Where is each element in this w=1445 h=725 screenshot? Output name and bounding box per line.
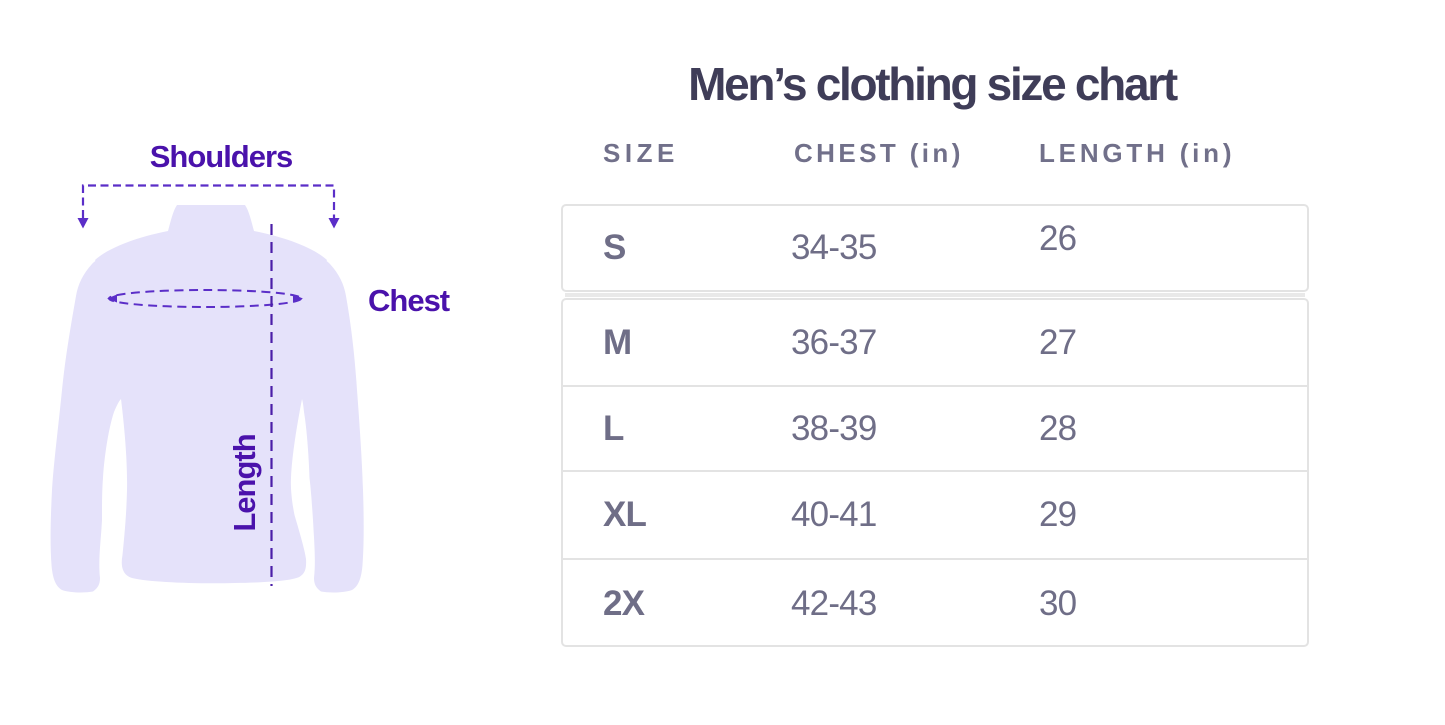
svg-text:Length: Length xyxy=(227,434,262,531)
svg-text:Shoulders: Shoulders xyxy=(150,139,293,174)
svg-text:Chest: Chest xyxy=(368,283,450,318)
